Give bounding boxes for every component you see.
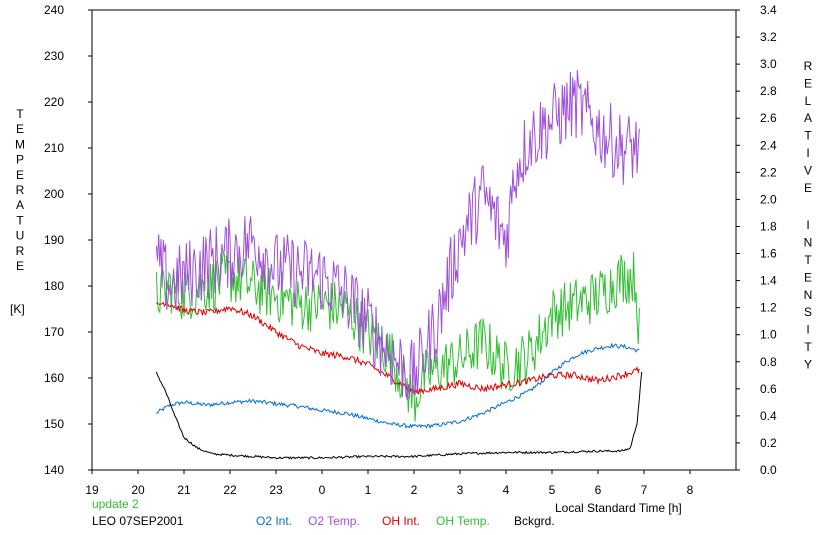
right-tick-label: 1.2 (760, 301, 777, 315)
x-tick-label: 20 (131, 483, 145, 497)
right-axis-ticks: 0.0 0.2 0.4 0.6 0.8 1.0 1.2 1.4 1.6 1.8 2.0 2.2 2.4 2… (736, 3, 777, 477)
left-tick-label: 190 (44, 233, 64, 247)
y-left-label-letter: R (16, 183, 25, 197)
y-right-label-letter: S (804, 305, 812, 319)
y-left-label-letter: M (15, 137, 25, 151)
right-tick-label: 3.2 (760, 30, 777, 44)
x-tick-label: 7 (641, 483, 648, 497)
series-line-2 (156, 301, 640, 396)
y-left-label-letter: A (16, 198, 24, 212)
left-tick-label: 240 (44, 3, 64, 17)
x-tick-label: 6 (595, 483, 602, 497)
right-tick-label: 2.4 (760, 138, 777, 152)
right-tick-label: 1.6 (760, 247, 777, 261)
right-tick-label: 3.0 (760, 57, 777, 71)
legend-oh-temp: OH Temp. (436, 514, 490, 528)
site-date-note: LEO 07SEP2001 (92, 514, 184, 528)
right-tick-label: 2.0 (760, 192, 777, 206)
x-tick-label: 4 (503, 483, 510, 497)
series-layer (155, 69, 643, 460)
x-tick-label: 23 (269, 483, 283, 497)
right-tick-label: 1.0 (760, 328, 777, 342)
y-right-label-letter: Y (804, 357, 812, 371)
y-left-unit: [K] (10, 302, 25, 316)
right-tick-label: 0.6 (760, 382, 777, 396)
x-tick-label: 21 (177, 483, 191, 497)
series-line-3 (155, 252, 640, 422)
left-axis-ticks: 140 150 160 170 180 190 200 210 220 230 240 (44, 3, 92, 477)
y-right-label-letter: I (806, 323, 809, 337)
left-tick-label: 230 (44, 49, 64, 63)
y-right-label-letter: E (804, 270, 812, 284)
right-tick-label: 0.4 (760, 409, 777, 423)
y-right-label-letter: E (804, 181, 812, 195)
y-right-label-letter: T (804, 129, 812, 143)
left-tick-label: 140 (44, 463, 64, 477)
left-tick-label: 200 (44, 187, 64, 201)
legend-background: Bckgrd. (514, 514, 555, 528)
update-note: update 2 (92, 497, 139, 511)
y-right-label-letter: N (804, 236, 813, 250)
y-left-label-letter: T (16, 213, 24, 227)
left-tick-label: 220 (44, 95, 64, 109)
left-tick-label: 170 (44, 325, 64, 339)
series-line-0 (156, 342, 640, 429)
right-tick-label: 0.2 (760, 436, 777, 450)
right-tick-label: 1.8 (760, 219, 777, 233)
y-right-label-letter: N (804, 288, 813, 302)
right-tick-label: 2.8 (760, 84, 777, 98)
right-tick-label: 3.4 (760, 3, 777, 17)
y-right-label-letter: R (804, 59, 813, 73)
x-tick-label: 19 (85, 483, 99, 497)
series-line-1 (155, 69, 640, 401)
y-right-label-letter: V (804, 163, 812, 177)
y-right-label-letter: E (804, 76, 812, 90)
right-tick-label: 0.8 (760, 355, 777, 369)
y-right-label-letter: T (804, 253, 812, 267)
right-tick-label: 2.6 (760, 111, 777, 125)
y-right-label-letter: I (806, 218, 809, 232)
x-tick-label: 2 (411, 483, 418, 497)
legend-o2-temp: O2 Temp. (308, 514, 360, 528)
x-tick-label: 5 (549, 483, 556, 497)
legend-o2-int: O2 Int. (256, 514, 293, 528)
x-tick-label: 8 (687, 483, 694, 497)
left-tick-label: 180 (44, 279, 64, 293)
y-right-label-letter: T (804, 340, 812, 354)
right-tick-label: 2.2 (760, 165, 777, 179)
x-tick-label: 3 (457, 483, 464, 497)
y-left-label-letter: P (16, 153, 24, 167)
series-line-4 (155, 371, 643, 460)
x-tick-label: 0 (319, 483, 326, 497)
y-left-label-letter: U (16, 229, 25, 243)
y-right-label-letter: L (805, 94, 812, 108)
y-right-label-letter: A (804, 111, 812, 125)
x-axis-label: Local Standard Time [h] (555, 501, 682, 515)
right-tick-label: 0.0 (760, 463, 777, 477)
y-right-label-letter: I (806, 146, 809, 160)
x-tick-label: 1 (365, 483, 372, 497)
y-left-label-letter: E (16, 168, 24, 182)
y-left-label-letter: R (16, 244, 25, 258)
left-tick-label: 210 (44, 141, 64, 155)
left-tick-label: 160 (44, 371, 64, 385)
y-left-label-letter: E (16, 259, 24, 273)
right-tick-label: 1.4 (760, 274, 777, 288)
x-axis-ticks: 19 20 21 22 23 0 1 2 3 4 5 6 7 8 (85, 470, 694, 497)
legend-oh-int: OH Int. (382, 514, 421, 528)
y-left-label-letter: T (16, 107, 24, 121)
x-tick-label: 22 (223, 483, 237, 497)
y-left-label-letter: E (16, 122, 24, 136)
left-tick-label: 150 (44, 417, 64, 431)
